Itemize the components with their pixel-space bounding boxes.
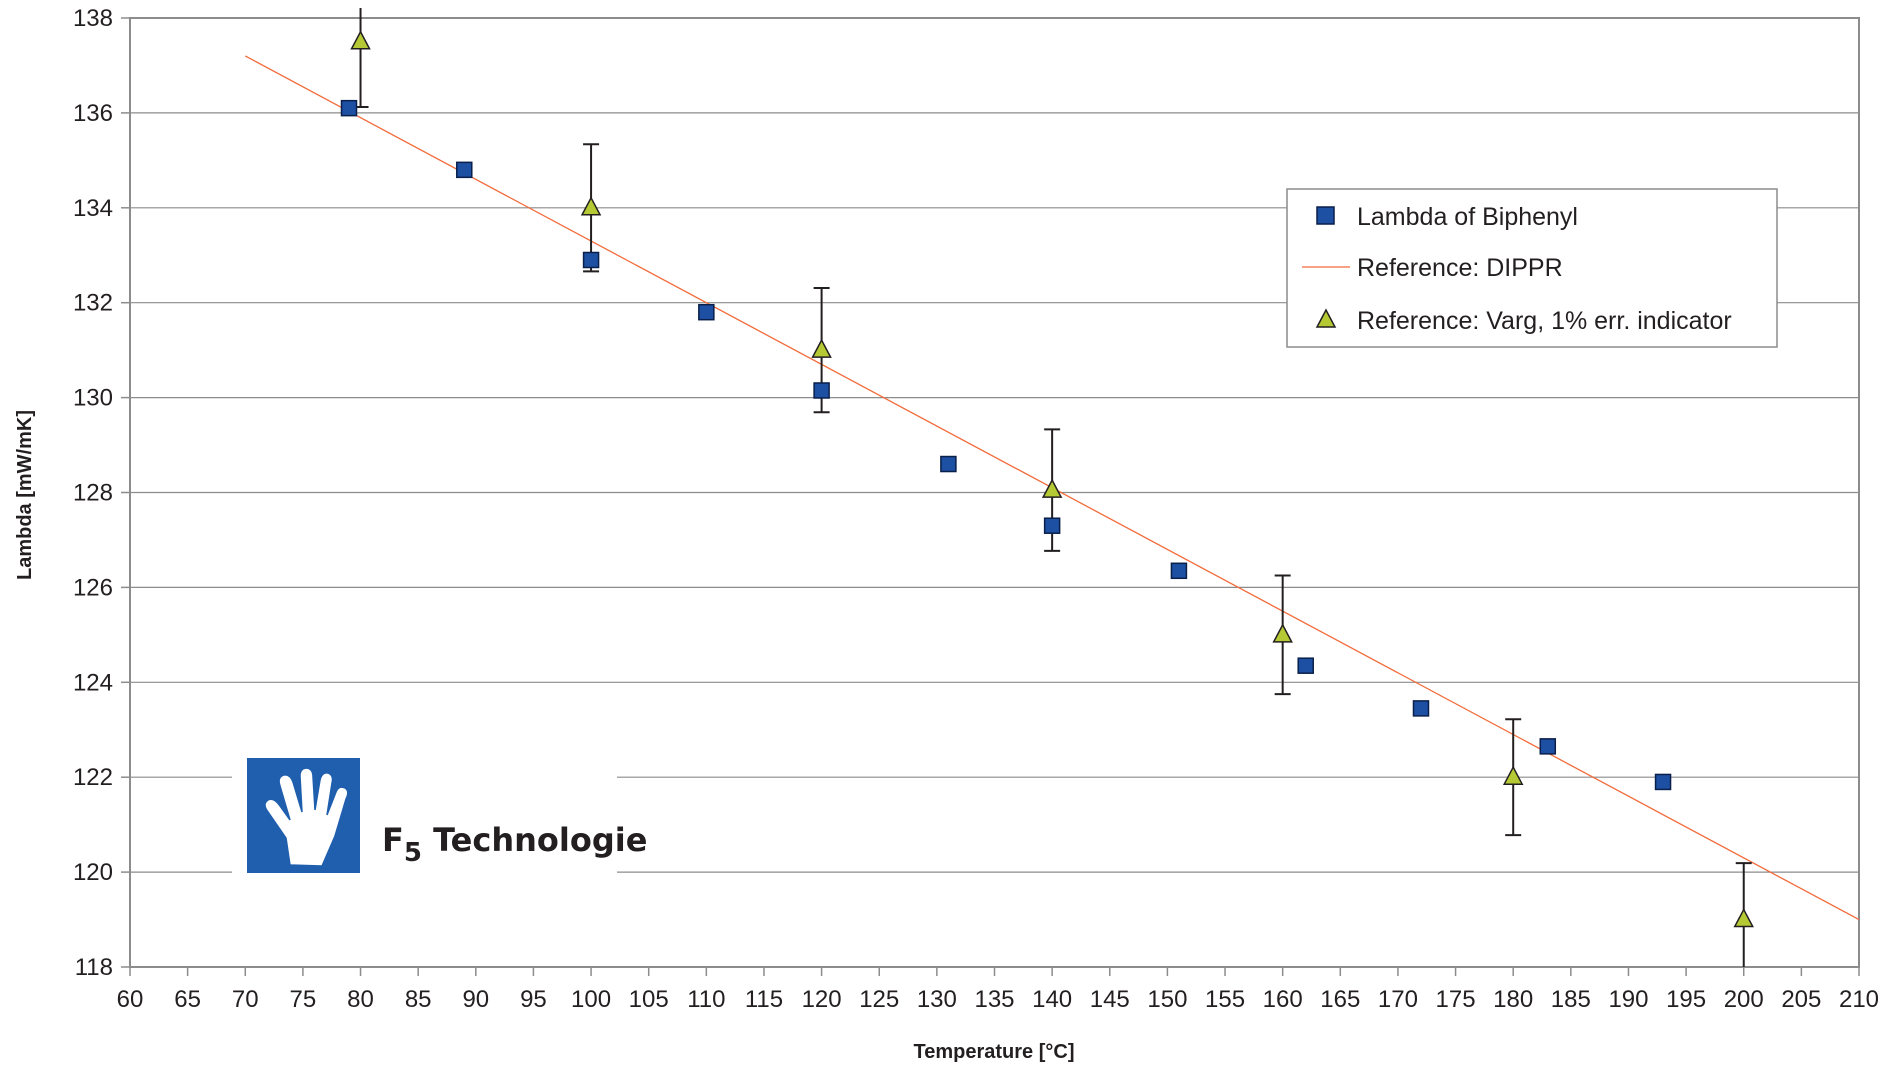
x-tick-label: 110 <box>687 986 725 1013</box>
legend-square-marker <box>1316 206 1335 225</box>
x-tick-label: 140 <box>1032 986 1072 1013</box>
x-tick-label: 210 <box>1839 986 1879 1013</box>
biphenyl-point <box>1654 773 1672 791</box>
x-tick-label: 200 <box>1724 986 1764 1013</box>
y-tick-label: 124 <box>73 669 113 696</box>
y-tick-label: 126 <box>73 574 113 601</box>
x-tick-label: 70 <box>232 986 259 1013</box>
x-tick-label: 130 <box>917 986 957 1013</box>
x-tick-label: 170 <box>1378 986 1418 1013</box>
legend-label-biphenyl: Lambda of Biphenyl <box>1357 203 1578 231</box>
x-tick-label: 85 <box>405 986 432 1013</box>
y-tick-label: 128 <box>73 480 113 507</box>
x-tick-label: 115 <box>745 986 783 1013</box>
x-tick-label: 135 <box>974 986 1014 1013</box>
varg-point <box>1733 907 1754 928</box>
biphenyl-point <box>456 161 473 179</box>
biphenyl-series <box>340 99 1672 791</box>
x-tick-label: 100 <box>571 986 611 1013</box>
x-tick-label: 175 <box>1436 986 1476 1013</box>
x-tick-label: 125 <box>859 986 899 1013</box>
y-tick-label: 120 <box>73 859 113 886</box>
legend: Lambda of Biphenyl Reference: DIPPR Refe… <box>1286 188 1778 348</box>
varg-point <box>811 338 832 358</box>
x-tick-label: 90 <box>462 986 489 1013</box>
biphenyl-point <box>813 382 830 399</box>
varg-point <box>1502 765 1524 785</box>
varg-point <box>350 30 371 50</box>
biphenyl-point <box>582 251 600 269</box>
legend-triangle-marker <box>1315 308 1337 328</box>
biphenyl-point <box>1297 657 1314 674</box>
x-tick-label: 195 <box>1666 986 1706 1013</box>
biphenyl-point <box>940 455 957 473</box>
logo-text: F5 Technologie <box>382 821 647 868</box>
x-tick-label: 60 <box>117 986 144 1013</box>
x-tick-label: 75 <box>290 986 317 1013</box>
x-tick-label: 95 <box>520 986 547 1013</box>
hand-icon <box>264 767 349 867</box>
varg-point <box>580 196 602 216</box>
y-axis-title: Lambda [mW/mK] <box>14 410 36 580</box>
x-tick-label: 190 <box>1608 986 1648 1013</box>
y-axis: 118 120 122 124 126 128 130 132 134 136 138 <box>73 5 130 981</box>
y-tick-label: 132 <box>73 290 113 317</box>
logo: F5 Technologie <box>232 748 647 876</box>
x-tick-label: 165 <box>1320 986 1360 1013</box>
legend-label-varg: Reference: Varg, 1% err. indicator <box>1357 307 1732 335</box>
x-tick-label: 80 <box>347 986 374 1013</box>
x-tick-label: 180 <box>1493 986 1533 1013</box>
y-tick-label: 138 <box>73 5 113 32</box>
legend-box <box>1286 188 1778 348</box>
varg-series <box>350 30 1754 928</box>
biphenyl-point <box>1412 700 1430 717</box>
biphenyl-point <box>1043 517 1061 534</box>
y-tick-label: 136 <box>73 100 113 127</box>
x-tick-label: 150 <box>1147 986 1187 1013</box>
x-tick-label: 205 <box>1781 986 1821 1013</box>
varg-point <box>1041 478 1063 498</box>
x-tick-label: 155 <box>1205 986 1245 1013</box>
x-axis-title: Temperature [°C] <box>914 1041 1075 1063</box>
x-tick-label: 185 <box>1551 986 1591 1013</box>
biphenyl-point <box>698 303 715 321</box>
x-tick-label: 145 <box>1090 986 1130 1013</box>
x-tick-label: 160 <box>1263 986 1303 1013</box>
y-tick-label: 118 <box>75 954 113 981</box>
y-tick-label: 134 <box>73 195 113 222</box>
biphenyl-point <box>1170 562 1188 580</box>
legend-label-dippr: Reference: DIPPR <box>1357 254 1563 282</box>
varg-point <box>1272 623 1293 643</box>
biphenyl-point <box>340 99 358 117</box>
x-tick-label: 65 <box>174 986 201 1013</box>
y-tick-label: 122 <box>73 764 113 791</box>
x-tick-label: 105 <box>629 986 669 1013</box>
y-tick-label: 130 <box>73 385 113 412</box>
x-tick-label: 120 <box>802 986 842 1013</box>
biphenyl-point <box>1539 738 1557 755</box>
x-axis: 60 65 70 75 80 85 90 95 100 105 110 115 120 125 130 135… <box>117 967 1879 1013</box>
